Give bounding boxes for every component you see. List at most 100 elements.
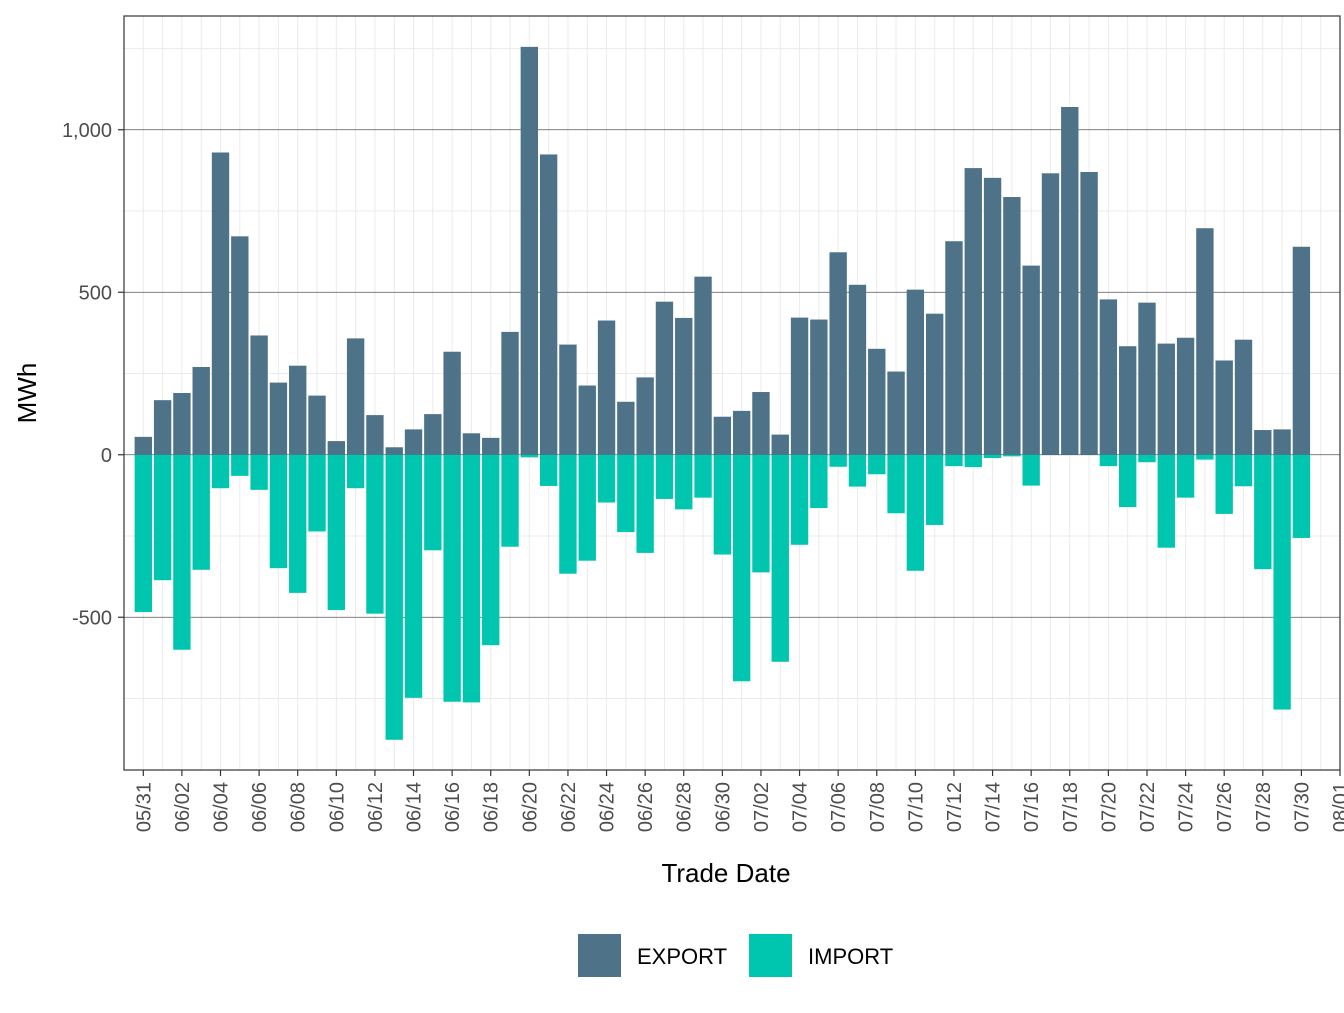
bar-import-06-07 [269,454,288,569]
x-tick-label: 06/08 [288,782,310,832]
bar-export-07-02 [752,392,770,455]
x-tick-label: 06/18 [481,782,503,832]
x-tick-label: 06/30 [712,782,734,832]
x-tick-label: 06/22 [558,782,580,832]
x-tick-label: 06/20 [519,782,541,832]
bar-export-07-07 [848,284,867,455]
bar-export-07-05 [810,319,828,455]
bar-export-06-04 [211,152,230,455]
bar-export-07-15 [1003,197,1021,455]
bar-export-07-11 [925,313,944,455]
x-tick-label: 07/04 [790,782,812,832]
legend-label-export: EXPORT [637,944,727,969]
bar-export-07-24 [1176,337,1195,455]
bar-import-07-09 [887,454,905,514]
x-tick-label: 07/02 [751,782,773,832]
bar-import-06-30 [713,454,732,555]
bar-export-07-04 [790,317,809,455]
bar-import-07-15 [1003,454,1021,457]
bar-import-07-12 [945,454,963,467]
bar-import-07-08 [868,454,886,475]
bar-export-06-03 [192,367,210,455]
bar-export-07-27 [1234,339,1253,455]
x-tick-label: 07/24 [1176,782,1198,832]
bar-import-06-04 [211,454,230,489]
bar-import-05-31 [134,454,152,613]
bar-import-07-30 [1292,454,1311,538]
bar-export-07-25 [1196,228,1214,455]
bar-export-07-30 [1292,246,1311,455]
x-tick-label: 06/28 [674,782,696,832]
bar-export-07-22 [1138,302,1156,455]
bar-export-06-25 [617,401,635,455]
bar-import-07-24 [1176,454,1195,498]
x-tick-label: 06/14 [404,782,426,832]
bar-import-06-01 [153,454,172,581]
bar-export-07-21 [1118,346,1137,455]
bar-import-06-12 [366,454,384,614]
x-tick-label: 07/06 [828,782,850,832]
x-tick-label: 07/18 [1060,782,1082,832]
bar-import-07-28 [1254,454,1272,570]
bar-series-group [134,46,1311,740]
bar-import-06-14 [404,454,423,698]
x-tick-label: 07/12 [944,782,966,832]
bar-import-06-05 [231,454,249,476]
x-tick-label: 06/04 [211,782,233,832]
bar-import-06-11 [346,454,365,489]
bar-import-06-24 [597,454,616,503]
bar-export-07-06 [829,252,847,455]
bar-export-06-29 [694,276,712,455]
bar-import-07-21 [1118,454,1137,508]
bar-import-06-21 [539,454,558,486]
bar-export-06-06 [250,335,268,455]
x-tick-label: 06/12 [365,782,387,832]
x-tick-label: 06/24 [597,782,619,832]
bar-import-06-27 [655,454,674,499]
bar-export-07-01 [732,410,751,455]
bar-export-06-02 [173,393,191,455]
x-tick-label: 07/16 [1021,782,1043,832]
bar-import-07-10 [906,454,925,571]
bar-import-07-16 [1022,454,1040,486]
bar-export-06-26 [636,377,654,455]
bar-import-07-25 [1196,454,1214,460]
bar-export-07-14 [983,177,1002,455]
bar-import-06-03 [192,454,210,570]
bar-export-07-23 [1157,343,1175,455]
bar-export-06-10 [327,441,346,455]
bar-import-07-02 [752,454,770,573]
legend-key-import [749,934,792,977]
bar-export-06-12 [366,415,384,455]
x-tick-label: 06/26 [635,782,657,832]
bar-export-07-18 [1061,107,1079,455]
y-axis: -500 0 500 1,000 [62,120,124,629]
bar-export-06-18 [482,437,500,455]
bar-export-07-03 [771,434,789,455]
bar-import-06-09 [308,454,326,532]
bar-export-07-13 [964,168,982,455]
bar-export-06-24 [597,320,616,455]
bar-export-06-01 [153,400,172,455]
bar-import-06-20 [520,454,539,458]
bar-import-06-23 [578,454,596,561]
x-axis: 05/31 06/02 06/04 06/06 06/08 06/10 06/12 06/14… [133,770,1344,832]
bar-import-06-19 [501,454,519,547]
bar-import-06-10 [327,454,346,611]
x-tick-label: 07/26 [1214,782,1236,832]
bar-export-06-13 [385,447,403,455]
y-tick-label: 500 [79,282,112,304]
x-tick-label: 06/02 [172,782,194,832]
bar-import-06-13 [385,454,403,740]
bar-export-06-08 [289,365,307,455]
bar-export-07-17 [1041,173,1060,455]
bar-import-07-06 [829,454,847,467]
bar-import-07-13 [964,454,982,468]
bar-export-07-12 [945,241,963,455]
x-axis-title: Trade Date [661,858,790,888]
bar-export-07-29 [1273,429,1291,455]
bar-export-06-20 [520,46,539,455]
bar-import-07-26 [1215,454,1233,514]
